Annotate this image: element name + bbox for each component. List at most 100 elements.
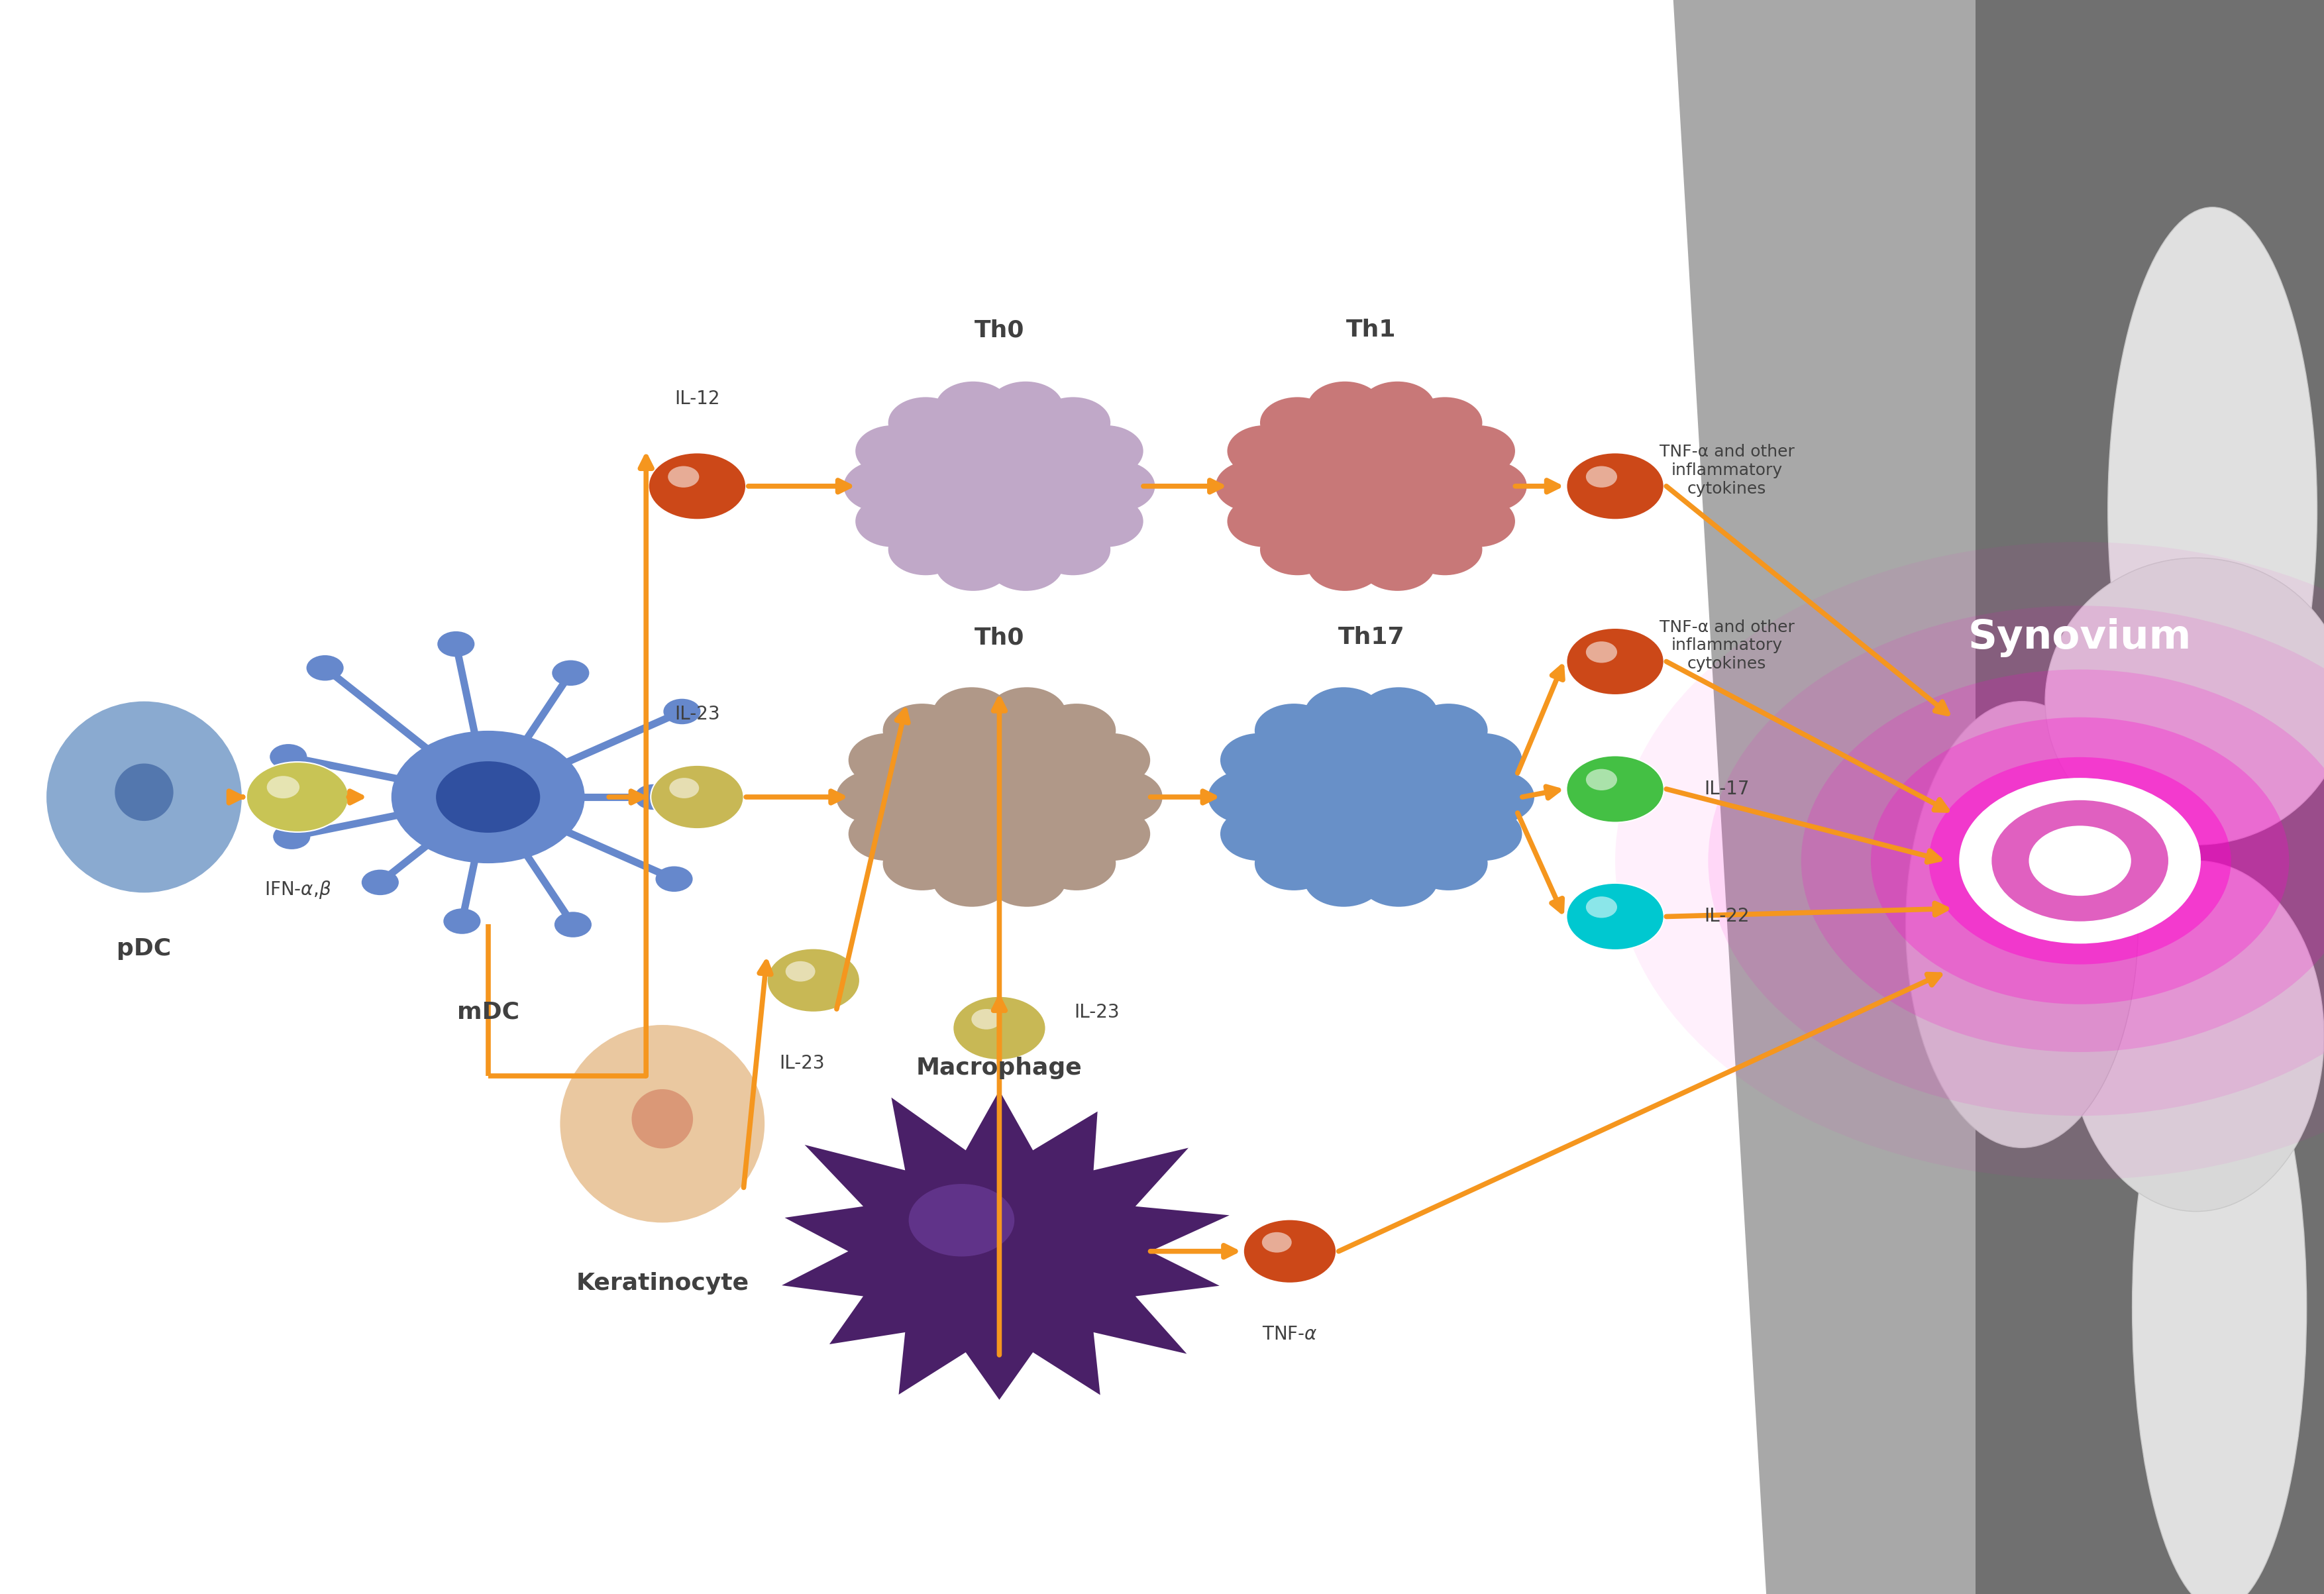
Circle shape xyxy=(848,807,927,861)
Circle shape xyxy=(988,539,1062,591)
Circle shape xyxy=(437,762,539,832)
Text: TNF-$\alpha$: TNF-$\alpha$ xyxy=(1262,1325,1318,1344)
Circle shape xyxy=(1037,524,1111,575)
Circle shape xyxy=(1037,397,1111,448)
Circle shape xyxy=(1585,641,1618,663)
Circle shape xyxy=(1262,1232,1292,1253)
Circle shape xyxy=(883,703,962,757)
Circle shape xyxy=(651,765,744,829)
Circle shape xyxy=(1871,717,2289,1004)
Circle shape xyxy=(1069,426,1143,477)
Circle shape xyxy=(988,687,1067,741)
Text: Keratinocyte: Keratinocyte xyxy=(576,1272,748,1294)
Text: Macrophage: Macrophage xyxy=(916,1057,1083,1079)
Circle shape xyxy=(1081,461,1155,512)
Circle shape xyxy=(555,912,593,937)
Circle shape xyxy=(363,870,400,896)
Circle shape xyxy=(1360,687,1439,741)
Text: Th17: Th17 xyxy=(1339,626,1404,649)
Text: Th1: Th1 xyxy=(1346,319,1397,341)
Circle shape xyxy=(1083,770,1162,824)
Circle shape xyxy=(1308,381,1383,434)
Text: mDC: mDC xyxy=(458,1001,518,1023)
Circle shape xyxy=(307,655,344,681)
Circle shape xyxy=(888,397,962,448)
Circle shape xyxy=(1260,397,1334,448)
Circle shape xyxy=(988,381,1062,434)
Circle shape xyxy=(1037,837,1116,891)
Circle shape xyxy=(1801,669,2324,1052)
Circle shape xyxy=(1360,853,1439,907)
Circle shape xyxy=(1708,606,2324,1116)
Circle shape xyxy=(1441,496,1515,547)
Circle shape xyxy=(767,948,860,1012)
Circle shape xyxy=(1255,703,1334,757)
Circle shape xyxy=(655,866,693,891)
Circle shape xyxy=(1566,883,1664,950)
Circle shape xyxy=(883,837,962,891)
Circle shape xyxy=(1452,461,1527,512)
Circle shape xyxy=(1243,398,1499,574)
Circle shape xyxy=(1260,524,1334,575)
Circle shape xyxy=(971,1009,1002,1030)
Circle shape xyxy=(667,465,700,488)
Circle shape xyxy=(1227,426,1301,477)
Circle shape xyxy=(867,706,1132,888)
Circle shape xyxy=(1220,733,1299,787)
Circle shape xyxy=(786,961,816,982)
Circle shape xyxy=(932,853,1011,907)
Circle shape xyxy=(1585,465,1618,488)
Circle shape xyxy=(837,770,916,824)
Circle shape xyxy=(872,398,1127,574)
Text: Th0: Th0 xyxy=(974,319,1025,341)
Circle shape xyxy=(937,539,1011,591)
Circle shape xyxy=(437,631,474,657)
Ellipse shape xyxy=(2045,558,2324,845)
Circle shape xyxy=(1408,703,1487,757)
Circle shape xyxy=(1443,807,1522,861)
Circle shape xyxy=(1215,461,1290,512)
Circle shape xyxy=(1992,800,2168,921)
Text: IL-17: IL-17 xyxy=(1703,779,1750,799)
Circle shape xyxy=(1037,703,1116,757)
Circle shape xyxy=(1360,539,1434,591)
Ellipse shape xyxy=(114,764,174,821)
Circle shape xyxy=(932,687,1011,741)
Circle shape xyxy=(1959,778,2201,944)
Text: pDC: pDC xyxy=(116,937,172,960)
Polygon shape xyxy=(1975,0,2324,1594)
Circle shape xyxy=(1239,706,1504,888)
Ellipse shape xyxy=(46,701,242,893)
Circle shape xyxy=(844,461,918,512)
Polygon shape xyxy=(0,0,1766,1594)
Circle shape xyxy=(1566,628,1664,695)
Text: IL-23: IL-23 xyxy=(779,1054,825,1073)
Circle shape xyxy=(1255,837,1334,891)
Circle shape xyxy=(1615,542,2324,1180)
Circle shape xyxy=(988,853,1067,907)
Text: Synovium: Synovium xyxy=(1968,618,2192,657)
Text: IL-23: IL-23 xyxy=(674,705,720,724)
Circle shape xyxy=(1443,733,1522,787)
Circle shape xyxy=(1304,853,1383,907)
Circle shape xyxy=(953,996,1046,1060)
Circle shape xyxy=(848,733,927,787)
Circle shape xyxy=(1566,756,1664,823)
Ellipse shape xyxy=(2108,207,2317,813)
Ellipse shape xyxy=(560,1025,765,1223)
Text: Th0: Th0 xyxy=(974,626,1025,649)
Text: IFN-$\alpha$,$\beta$: IFN-$\alpha$,$\beta$ xyxy=(265,878,330,901)
Circle shape xyxy=(1566,453,1664,520)
Circle shape xyxy=(1227,496,1301,547)
Circle shape xyxy=(1929,757,2231,964)
Circle shape xyxy=(1220,807,1299,861)
Text: IL-23: IL-23 xyxy=(1074,1003,1120,1022)
Circle shape xyxy=(1455,770,1534,824)
Circle shape xyxy=(855,496,930,547)
Circle shape xyxy=(444,909,481,934)
Circle shape xyxy=(2029,826,2131,896)
Circle shape xyxy=(662,698,700,724)
Circle shape xyxy=(246,762,349,832)
Circle shape xyxy=(267,776,300,799)
Ellipse shape xyxy=(1906,701,2138,1148)
